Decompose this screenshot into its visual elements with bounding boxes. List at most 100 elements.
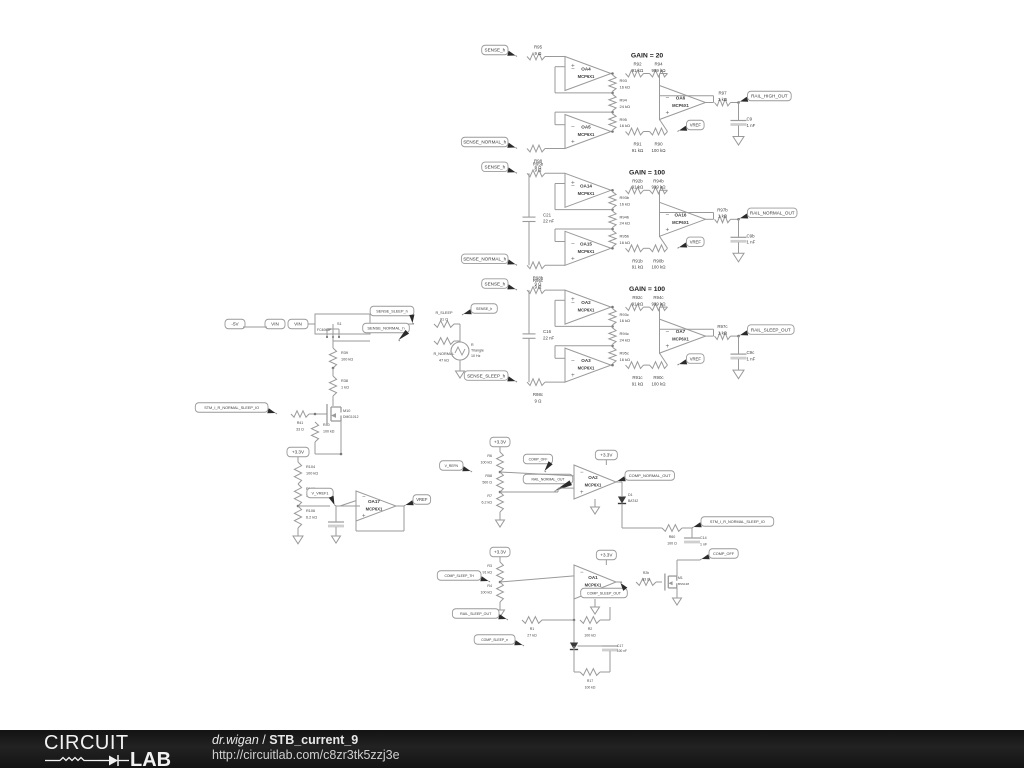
svg-text:9 Ω: 9 Ω — [535, 51, 543, 56]
svg-text:OA6: OA6 — [676, 96, 686, 101]
svg-text:16 kΩ: 16 kΩ — [620, 85, 631, 90]
svg-text:M1: M1 — [678, 576, 683, 580]
svg-text:91 kΩ: 91 kΩ — [632, 148, 644, 153]
svg-text:SENSE_h: SENSE_h — [485, 165, 506, 170]
svg-text:−: − — [571, 66, 575, 73]
svg-text:22 nF: 22 nF — [543, 219, 555, 224]
svg-text:24 kΩ: 24 kΩ — [620, 104, 631, 109]
svg-text:100 kΩ: 100 kΩ — [481, 460, 493, 464]
svg-text:+3.3V: +3.3V — [494, 440, 507, 445]
svg-text:999 kΩ: 999 kΩ — [651, 302, 666, 307]
svg-text:−: − — [580, 470, 584, 476]
svg-text:R93: R93 — [620, 78, 628, 83]
svg-text:MCP6X1: MCP6X1 — [578, 249, 595, 254]
svg-text:SENSE_h: SENSE_h — [476, 307, 492, 311]
svg-text:R94b: R94b — [620, 214, 630, 219]
svg-text:OA2: OA2 — [588, 475, 598, 480]
svg-text:STM_I_R_NORMAL_SLEEP_IO: STM_I_R_NORMAL_SLEEP_IO — [710, 520, 765, 524]
svg-text:R95: R95 — [620, 117, 628, 122]
svg-text:R90b: R90b — [653, 258, 664, 263]
svg-text:R41: R41 — [297, 421, 304, 425]
svg-text:VREF: VREF — [690, 356, 702, 361]
svg-text:MCP6X1: MCP6X1 — [672, 103, 689, 108]
svg-text:9 Ω: 9 Ω — [535, 168, 543, 173]
svg-text:1 nF: 1 nF — [747, 123, 756, 128]
svg-text:OA5: OA5 — [581, 125, 591, 130]
svg-text:R91: R91 — [633, 142, 642, 147]
svg-text:MCP6X1: MCP6X1 — [366, 507, 383, 512]
svg-text:C9c: C9c — [747, 350, 756, 355]
svg-text:VREF: VREF — [690, 123, 702, 128]
svg-text:−: − — [571, 241, 575, 248]
svg-text:+3.3V: +3.3V — [600, 453, 613, 458]
svg-text:500 Ω: 500 Ω — [482, 480, 492, 484]
svg-text:22 nF: 22 nF — [543, 336, 555, 341]
svg-text:16 kΩ: 16 kΩ — [620, 240, 631, 245]
svg-text:C14: C14 — [700, 536, 707, 540]
svg-text:COMP_OFF: COMP_OFF — [713, 552, 735, 556]
svg-text:+: + — [666, 226, 670, 233]
svg-text:+: + — [580, 490, 584, 496]
svg-text:91 Ω: 91 Ω — [440, 317, 448, 321]
svg-text:100 kΩ: 100 kΩ — [584, 633, 596, 637]
svg-text:OA1: OA1 — [588, 575, 598, 580]
svg-text:VREF: VREF — [416, 497, 428, 502]
svg-text:C16: C16 — [543, 329, 552, 334]
svg-text:R58: R58 — [485, 474, 492, 478]
svg-text:1 nF: 1 nF — [747, 357, 756, 362]
svg-text:R94b: R94b — [653, 178, 664, 183]
svg-text:R17: R17 — [587, 679, 593, 683]
svg-text:COMP_OFF: COMP_OFF — [529, 458, 548, 462]
svg-text:OA4: OA4 — [581, 67, 591, 72]
svg-text:D1: D1 — [628, 493, 633, 497]
svg-text:−: − — [580, 570, 584, 576]
svg-text:R: R — [471, 343, 474, 347]
svg-text:VREF: VREF — [690, 240, 702, 245]
svg-text:91 kΩ: 91 kΩ — [632, 185, 644, 190]
svg-text:+: + — [571, 372, 575, 379]
svg-text:100 kΩ: 100 kΩ — [585, 685, 596, 689]
svg-text:+: + — [666, 343, 670, 350]
svg-text:6.2 kΩ: 6.2 kΩ — [306, 515, 317, 519]
svg-text:R93b: R93b — [620, 195, 630, 200]
svg-text:91 kΩ: 91 kΩ — [632, 382, 644, 387]
svg-text:RAIL_SLEEP_OUT: RAIL_SLEEP_OUT — [460, 612, 492, 616]
svg-text:R95b: R95b — [533, 161, 544, 166]
svg-text:R38: R38 — [341, 379, 348, 383]
svg-text:91 kΩ: 91 kΩ — [632, 302, 644, 307]
svg-text:SENSE_NORMAL_h: SENSE_NORMAL_h — [367, 326, 404, 331]
svg-text:R94: R94 — [620, 98, 628, 103]
svg-text:DMG1012: DMG1012 — [343, 415, 359, 419]
svg-text:OA14: OA14 — [580, 183, 592, 188]
svg-text:1 nF: 1 nF — [747, 240, 756, 245]
svg-text:91 kΩ: 91 kΩ — [632, 265, 644, 270]
svg-text:GAIN = 20: GAIN = 20 — [631, 53, 664, 60]
svg-text:OA16: OA16 — [674, 212, 686, 217]
svg-text:C9: C9 — [747, 117, 753, 122]
svg-text:R6: R6 — [487, 454, 492, 458]
svg-text:COMP_NORMAL_OUT: COMP_NORMAL_OUT — [629, 473, 672, 478]
svg-text:S1: S1 — [337, 322, 342, 326]
svg-text:R95b: R95b — [620, 234, 630, 239]
svg-text:R95c: R95c — [620, 350, 629, 355]
svg-text:MCP6X1: MCP6X1 — [578, 308, 595, 313]
svg-text:MCP6X1: MCP6X1 — [578, 74, 595, 79]
svg-text:+: + — [362, 513, 366, 519]
svg-text:COMP_SLEEP_n: COMP_SLEEP_n — [481, 638, 508, 642]
svg-text:COMP_SLEEP_TH: COMP_SLEEP_TH — [444, 574, 474, 578]
svg-text:C17: C17 — [617, 644, 623, 648]
svg-text:GAIN = 100: GAIN = 100 — [629, 169, 665, 176]
svg-text:+3.3V: +3.3V — [600, 553, 613, 558]
svg-text:1 nF: 1 nF — [700, 542, 708, 546]
svg-text:VIN: VIN — [294, 322, 302, 327]
svg-text:-5V: -5V — [231, 322, 239, 327]
svg-text:R95c: R95c — [533, 278, 544, 283]
svg-text:1 kΩ: 1 kΩ — [718, 97, 728, 102]
svg-text:SENSE_h: SENSE_h — [485, 48, 506, 53]
svg-text:SENSE_SLEEP_h: SENSE_SLEEP_h — [376, 310, 407, 314]
svg-text:100 kΩ: 100 kΩ — [651, 265, 666, 270]
svg-text:91 kΩ: 91 kΩ — [483, 570, 493, 574]
svg-text:R97: R97 — [718, 91, 727, 96]
svg-text:OA7: OA7 — [676, 329, 686, 334]
svg-text:27 kΩ: 27 kΩ — [527, 633, 537, 637]
